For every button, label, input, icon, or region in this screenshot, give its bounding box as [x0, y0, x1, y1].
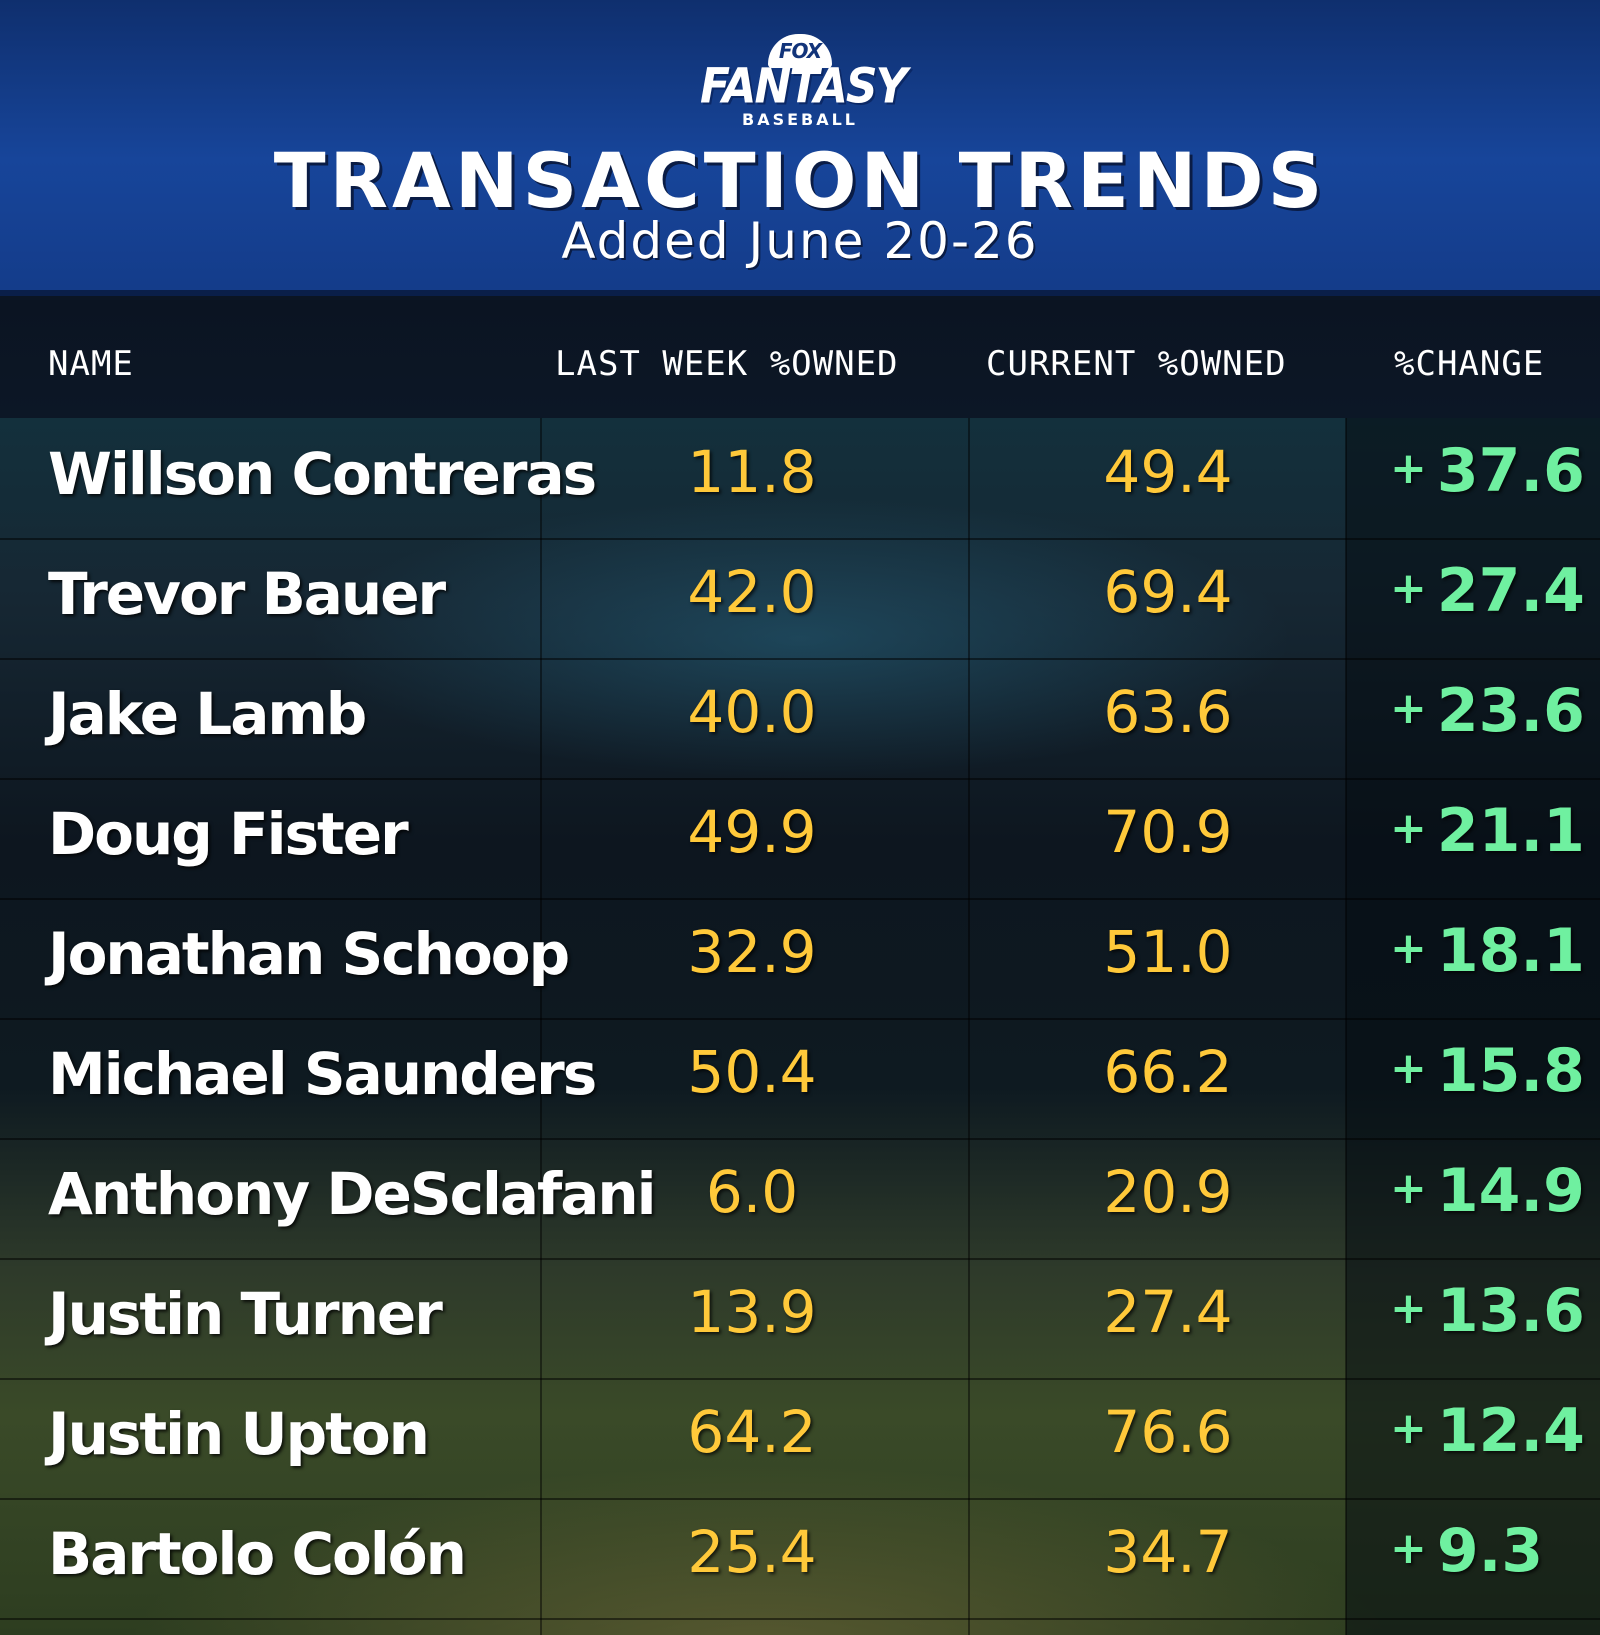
change-number: 27.4: [1436, 556, 1585, 626]
change-value: +15.8: [1390, 1036, 1585, 1106]
current-owned-value: 66.2: [1103, 1038, 1233, 1106]
plus-sign: +: [1390, 923, 1427, 974]
change-number: 14.9: [1436, 1156, 1585, 1226]
header: FOX FANTASY BASEBALL TRANSACTION TRENDS …: [0, 0, 1600, 296]
plus-sign: +: [1390, 1283, 1427, 1334]
change-number: 15.8: [1436, 1036, 1585, 1106]
column-divider: [540, 418, 542, 1635]
change-number: 21.1: [1436, 796, 1585, 866]
current-owned-value: 20.9: [1103, 1158, 1233, 1226]
table-row: Jonathan Schoop 32.9 51.0 +18.1: [0, 898, 1600, 1020]
current-owned-value: 34.7: [1103, 1518, 1233, 1586]
plus-sign: +: [1390, 1403, 1427, 1454]
current-owned-value: 69.4: [1103, 558, 1233, 626]
change-number: 23.6: [1436, 676, 1585, 746]
column-divider: [1345, 418, 1347, 1635]
player-name: Jake Lamb: [48, 680, 367, 748]
change-value: +12.4: [1390, 1396, 1585, 1466]
plus-sign: +: [1390, 443, 1427, 494]
change-value: +21.1: [1390, 796, 1585, 866]
current-owned-value: 63.6: [1103, 678, 1233, 746]
trends-table: Willson Contreras 11.8 49.4 +37.6 Trevor Bau…: [0, 418, 1600, 1635]
table-row: Justin Turner 13.9 27.4 +13.6: [0, 1258, 1600, 1380]
column-header-bar: NAME LAST WEEK %OWNED CURRENT %OWNED %CH…: [0, 300, 1600, 421]
current-owned-value: 70.9: [1103, 798, 1233, 866]
table-row: Justin Upton 64.2 76.6 +12.4: [0, 1378, 1600, 1500]
change-value: +18.1: [1390, 916, 1585, 986]
plus-sign: +: [1390, 803, 1427, 854]
player-name: Justin Turner: [48, 1280, 443, 1348]
player-name: Michael Saunders: [48, 1040, 597, 1108]
change-number: 37.6: [1436, 436, 1585, 506]
last-week-owned-value: 64.2: [687, 1398, 817, 1466]
page-subtitle: Added June 20-26: [561, 212, 1039, 270]
change-value: +23.6: [1390, 676, 1585, 746]
change-number: 18.1: [1436, 916, 1585, 986]
change-value: +27.4: [1390, 556, 1585, 626]
fox-fantasy-baseball-logo: FOX FANTASY BASEBALL: [700, 28, 907, 138]
table-row: Doug Fister 49.9 70.9 +21.1: [0, 778, 1600, 900]
last-week-owned-value: 42.0: [687, 558, 817, 626]
logo-baseball-text: BASEBALL: [742, 110, 858, 129]
table-row: Willson Contreras 11.8 49.4 +37.6: [0, 418, 1600, 540]
plus-sign: +: [1390, 1523, 1427, 1574]
change-value: +37.6: [1390, 436, 1585, 506]
last-week-owned-value: 6.0: [705, 1158, 799, 1226]
player-name: Doug Fister: [48, 800, 409, 868]
table-row: Michael Saunders 50.4 66.2 +15.8: [0, 1018, 1600, 1140]
table-row: Bartolo Colón 25.4 34.7 +9.3: [0, 1498, 1600, 1620]
change-number: 13.6: [1436, 1276, 1585, 1346]
column-header-last-week: LAST WEEK %OWNED: [555, 344, 899, 384]
last-week-owned-value: 32.9: [687, 918, 817, 986]
plus-sign: +: [1390, 1043, 1427, 1094]
plus-sign: +: [1390, 1163, 1427, 1214]
player-name: Trevor Bauer: [48, 560, 446, 628]
change-value: +13.6: [1390, 1276, 1585, 1346]
table-row: Trevor Bauer 42.0 69.4 +27.4: [0, 538, 1600, 660]
logo-fantasy-text: FANTASY: [700, 58, 907, 115]
last-week-owned-value: 13.9: [687, 1278, 817, 1346]
last-week-owned-value: 11.8: [687, 438, 817, 506]
change-column-shade: [1346, 418, 1600, 1635]
player-name: Willson Contreras: [48, 440, 597, 508]
column-header-change: %CHANGE: [1394, 344, 1545, 384]
current-owned-value: 27.4: [1103, 1278, 1233, 1346]
last-week-owned-value: 49.9: [687, 798, 817, 866]
plus-sign: +: [1390, 683, 1427, 734]
column-divider: [968, 418, 970, 1635]
last-week-owned-value: 40.0: [687, 678, 817, 746]
table-row: Jake Lamb 40.0 63.6 +23.6: [0, 658, 1600, 780]
column-header-name: NAME: [48, 344, 134, 384]
plus-sign: +: [1390, 563, 1427, 614]
change-number: 9.3: [1436, 1516, 1544, 1586]
change-value: +14.9: [1390, 1156, 1585, 1226]
last-week-owned-value: 50.4: [687, 1038, 817, 1106]
current-owned-value: 51.0: [1103, 918, 1233, 986]
current-owned-value: 76.6: [1103, 1398, 1233, 1466]
current-owned-value: 49.4: [1103, 438, 1233, 506]
player-name: Anthony DeSclafani: [48, 1160, 657, 1228]
player-name: Justin Upton: [48, 1400, 430, 1468]
change-number: 12.4: [1436, 1396, 1585, 1466]
table-row: Anthony DeSclafani 6.0 20.9 +14.9: [0, 1138, 1600, 1260]
last-week-owned-value: 25.4: [687, 1518, 817, 1586]
page-title: TRANSACTION TRENDS: [273, 136, 1327, 225]
player-name: Jonathan Schoop: [48, 920, 570, 988]
change-value: +9.3: [1390, 1516, 1543, 1586]
column-header-current: CURRENT %OWNED: [986, 344, 1287, 384]
player-name: Bartolo Colón: [48, 1520, 467, 1588]
